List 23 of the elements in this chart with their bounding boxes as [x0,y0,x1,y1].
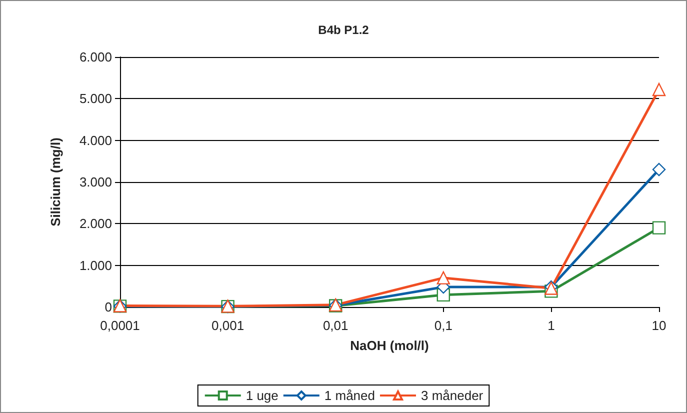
x-tick-label: 10 [652,318,666,333]
point [652,221,666,234]
y-tick-label: 1.000 [79,258,112,273]
y-tick-label: 5.000 [79,91,112,106]
chart-title: B4b P1.2 [318,23,370,37]
y-tick-label: 0 [104,300,112,314]
y-tick-label: 3.000 [79,174,112,190]
y-axis-title: Silicium (mg/l) [48,138,63,226]
point [652,162,666,176]
x-tick-label: 0,01 [322,318,348,333]
x-axis-title: NaOH (mol/l) [350,338,429,353]
y-tick-label: 4.000 [79,132,112,148]
x-tick-label: 0,0001 [100,318,140,333]
y-tick-label: 6.000 [79,50,112,64]
y-tick-label: 2.000 [79,216,112,232]
point [436,271,450,284]
legend-label: 1 måned [324,388,375,403]
x-tick-label: 1 [548,318,555,333]
x-tick-label: 0,1 [434,318,452,333]
x-tick-label: 0,001 [212,318,244,333]
legend-label: 3 måneder [420,388,484,403]
point [652,82,666,96]
legend-label: 1 uge [246,388,278,403]
